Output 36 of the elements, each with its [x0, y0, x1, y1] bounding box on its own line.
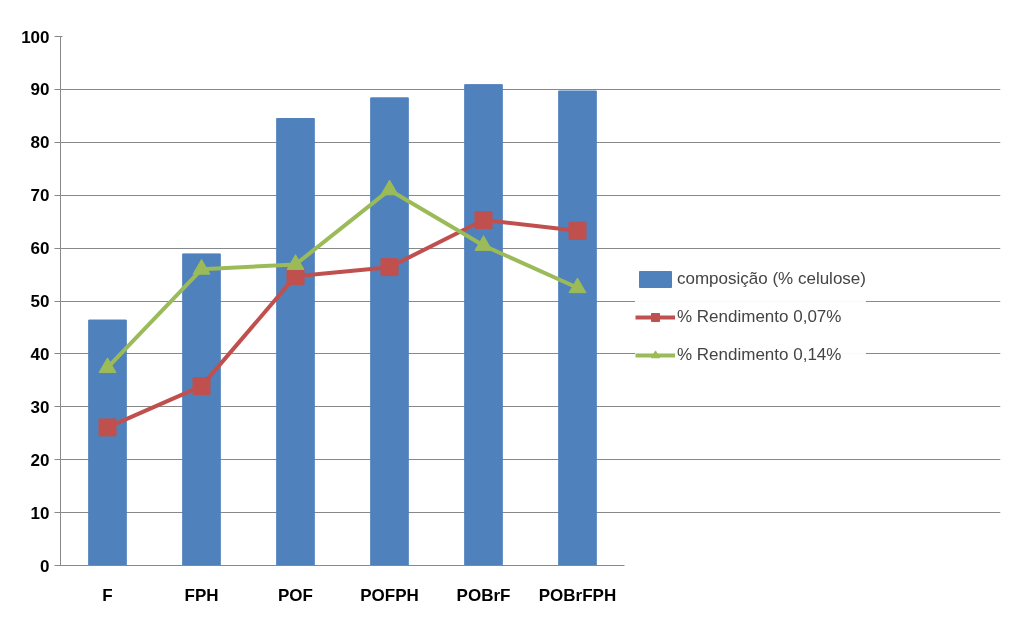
- point: [568, 277, 587, 294]
- y-tick-label: 40: [30, 344, 50, 364]
- y-tick-label: 10: [30, 503, 50, 523]
- x-tick-label: F: [102, 585, 113, 605]
- bar: [276, 118, 315, 566]
- legend-label: % Rendimento 0,14%: [677, 345, 842, 365]
- point: [98, 357, 117, 374]
- legend-label: % Rendimento 0,07%: [677, 307, 842, 327]
- point: [568, 221, 587, 240]
- y-tick-label: 50: [30, 292, 50, 311]
- x-tick-label: POF: [278, 585, 313, 605]
- y-tick-label: 90: [30, 80, 50, 100]
- bar: [370, 97, 409, 566]
- point: [474, 235, 493, 251]
- y-tick-label: 100: [21, 27, 50, 47]
- point: [192, 377, 211, 396]
- x-tick-label: POBrFPH: [538, 585, 617, 605]
- y-tick-label: 70: [30, 186, 50, 206]
- y-tick-label: 20: [30, 450, 50, 470]
- point: [380, 258, 399, 277]
- x-tick-label: POBrF: [456, 585, 511, 605]
- x-tick-label: FPH: [184, 585, 219, 605]
- bar: [88, 319, 127, 566]
- bar: [464, 84, 503, 566]
- bar: [182, 253, 221, 566]
- point: [98, 418, 117, 437]
- x-tick-label: POFPH: [360, 585, 419, 605]
- y-tick-label: 60: [30, 239, 50, 259]
- point: [286, 254, 305, 270]
- y-tick-label: 80: [30, 133, 50, 153]
- point: [380, 179, 399, 196]
- legend-label: composição (% celulose): [677, 269, 866, 289]
- y-tick-label: 30: [30, 397, 50, 417]
- bar: [558, 90, 597, 566]
- point: [192, 258, 211, 275]
- y-tick-label: 0: [40, 556, 50, 576]
